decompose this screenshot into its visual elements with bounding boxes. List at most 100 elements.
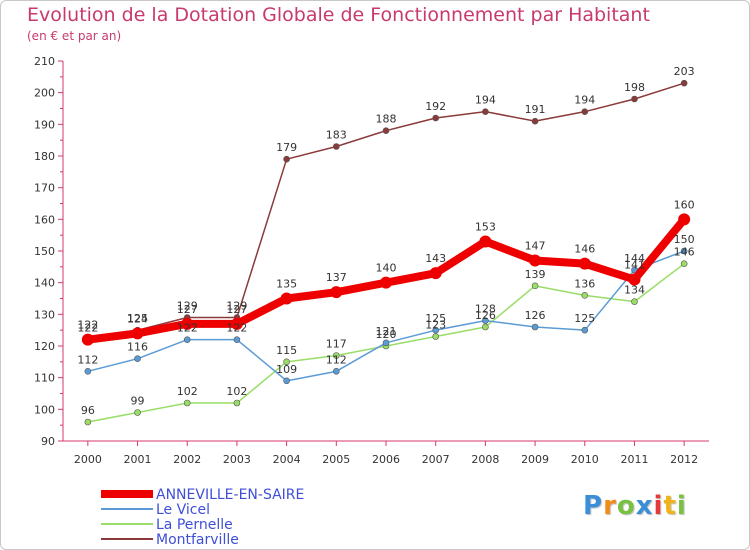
legend-label: La Pernelle — [156, 517, 233, 533]
data-point — [330, 286, 343, 299]
data-label: 102 — [226, 385, 247, 398]
data-label: 99 — [131, 395, 145, 408]
data-point — [578, 257, 591, 270]
data-label: 188 — [376, 113, 397, 126]
data-label: 150 — [674, 233, 695, 246]
x-tick-label: 2012 — [670, 453, 698, 466]
data-label: 137 — [326, 271, 347, 284]
data-label: 126 — [525, 309, 546, 322]
data-label: 136 — [574, 277, 595, 290]
data-point — [581, 108, 589, 115]
x-tick-label: 2004 — [273, 453, 301, 466]
data-label: 198 — [624, 81, 645, 94]
y-tick-label: 210 — [34, 55, 55, 68]
data-point — [233, 399, 241, 407]
data-point — [631, 298, 638, 305]
data-label: 127 — [177, 303, 198, 316]
data-point — [432, 326, 439, 334]
data-point — [429, 267, 442, 280]
y-tick-label: 200 — [34, 87, 55, 100]
data-label: 102 — [177, 385, 198, 398]
data-label: 117 — [326, 338, 347, 351]
data-label: 125 — [127, 312, 148, 325]
legend-label: Le Vicel — [156, 502, 210, 518]
x-tick-label: 2005 — [322, 453, 350, 466]
y-tick-label: 190 — [34, 118, 55, 131]
data-label: 112 — [77, 353, 98, 366]
data-point — [134, 409, 141, 416]
data-point — [84, 368, 92, 375]
data-point — [581, 292, 589, 299]
data-point — [531, 282, 539, 290]
x-tick-label: 2003 — [223, 453, 251, 466]
x-tick-label: 2009 — [521, 453, 549, 466]
data-point — [482, 108, 489, 115]
data-point — [81, 333, 94, 346]
data-label: 179 — [276, 141, 297, 154]
y-tick-label: 130 — [34, 308, 55, 321]
data-label: 125 — [425, 312, 446, 325]
logo-letter: r — [603, 491, 617, 521]
data-label: 122 — [177, 322, 198, 335]
x-tick-label: 2002 — [173, 453, 201, 466]
data-label: 143 — [425, 252, 446, 265]
data-label: 194 — [475, 94, 496, 107]
logo-letter: P — [583, 491, 604, 521]
data-label: 120 — [376, 328, 397, 341]
data-point — [333, 352, 340, 359]
data-point — [84, 418, 92, 426]
x-tick-label: 2008 — [471, 453, 499, 466]
data-point — [479, 235, 492, 248]
y-tick-label: 150 — [34, 245, 55, 258]
chart-subtitle: (en € et par an) — [27, 29, 122, 43]
data-point — [581, 326, 589, 334]
x-tick-label: 2006 — [372, 453, 400, 466]
data-point — [283, 377, 290, 385]
y-tick-label: 110 — [34, 372, 55, 385]
x-tick-label: 2011 — [620, 453, 648, 466]
data-point — [432, 114, 439, 122]
data-label: 141 — [624, 259, 645, 272]
data-label: 135 — [276, 278, 297, 291]
legend-label: ANNEVILLE-EN-SAIRE — [156, 487, 304, 503]
data-point — [631, 95, 638, 103]
y-tick-label: 160 — [34, 213, 55, 226]
data-label: 146 — [574, 243, 595, 256]
data-label: 191 — [525, 103, 546, 116]
series-lines — [81, 79, 691, 426]
data-label: 147 — [525, 240, 546, 253]
data-point — [531, 323, 539, 331]
data-labels: 122 125 129 129 179 183 188 192 194 191 194 198 203 9… — [77, 65, 694, 417]
y-tick-label: 140 — [34, 277, 55, 290]
data-label: 96 — [81, 404, 95, 417]
data-point — [181, 317, 194, 330]
axes — [58, 60, 709, 446]
data-point — [183, 399, 191, 407]
data-label: 139 — [525, 268, 546, 281]
data-label: 122 — [77, 322, 98, 335]
data-label: 128 — [475, 303, 496, 316]
data-point — [131, 327, 144, 340]
data-point — [230, 317, 243, 330]
data-point — [382, 127, 390, 134]
data-label: 144 — [624, 252, 645, 265]
data-point — [680, 79, 688, 87]
data-label: 129 — [226, 300, 247, 313]
data-point — [432, 333, 439, 340]
y-tick-label: 120 — [34, 340, 55, 353]
data-label: 203 — [674, 65, 695, 78]
x-tick-label: 2007 — [422, 453, 450, 466]
data-label: 192 — [425, 100, 446, 113]
logo-letter: i — [653, 491, 664, 521]
chart-title: Evolution de la Dotation Globale de Fonc… — [27, 4, 650, 26]
data-label: 183 — [326, 129, 347, 142]
y-tick-label: 180 — [34, 150, 55, 163]
data-point — [531, 117, 539, 125]
y-tick-label: 100 — [34, 403, 55, 416]
data-label: 121 — [376, 325, 397, 338]
logo-letter: i — [676, 491, 687, 521]
y-tick-label: 170 — [34, 182, 55, 195]
x-tick-label: 2000 — [74, 453, 102, 466]
data-point — [680, 247, 688, 255]
